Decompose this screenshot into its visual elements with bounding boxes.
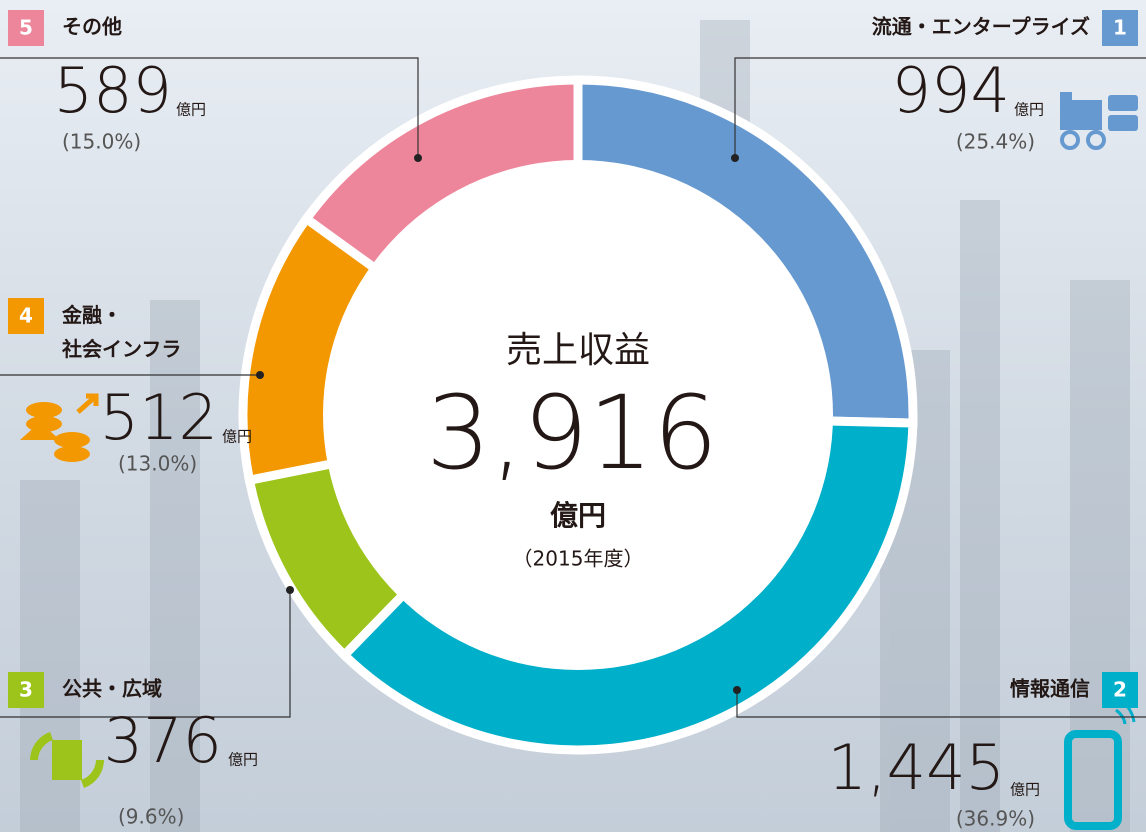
share-label: (9.6%) (118, 805, 184, 829)
leader-dot (414, 154, 422, 162)
leader-dot (731, 154, 739, 162)
rank-label: 1 (1113, 16, 1127, 40)
leader-dot (286, 586, 294, 594)
category-label: 情報通信 (1010, 677, 1090, 701)
category-label: 公共・広域 (62, 677, 162, 701)
chart: 売上収益 3,916 億円 （2015年度） 1流通・エンタープライズ994億円… (0, 0, 1146, 832)
leader-dot (256, 371, 264, 379)
share-label: (13.0%) (118, 452, 197, 476)
value-label: 512 (100, 381, 218, 454)
value-label: 376 (104, 704, 222, 777)
center-title: 売上収益 (506, 330, 650, 371)
center-unit: 億円 (550, 499, 606, 532)
category-label: 流通・エンタープライズ (872, 15, 1090, 39)
share-label: (15.0%) (62, 130, 141, 154)
unit-label: 億円 (222, 428, 252, 446)
unit-label: 億円 (228, 751, 258, 769)
unit-label: 億円 (1014, 101, 1044, 119)
share-label: (36.9%) (956, 807, 1035, 831)
unit-label: 億円 (176, 101, 206, 119)
share-label: (25.4%) (956, 130, 1035, 154)
rank-label: 5 (19, 16, 33, 40)
total: 3,916 (426, 374, 718, 493)
rank-label: 2 (1113, 678, 1127, 702)
center-note: （2015年度） (513, 547, 644, 571)
value-label: 589 (54, 54, 172, 127)
rank-label: 3 (19, 678, 33, 702)
category-label: その他 (62, 15, 122, 39)
unit-label: 億円 (1010, 781, 1040, 799)
value-label: 994 (892, 54, 1010, 127)
leader-dot (733, 686, 741, 694)
value-label: 1,445 (828, 731, 1006, 804)
rank-label: 4 (19, 304, 33, 328)
